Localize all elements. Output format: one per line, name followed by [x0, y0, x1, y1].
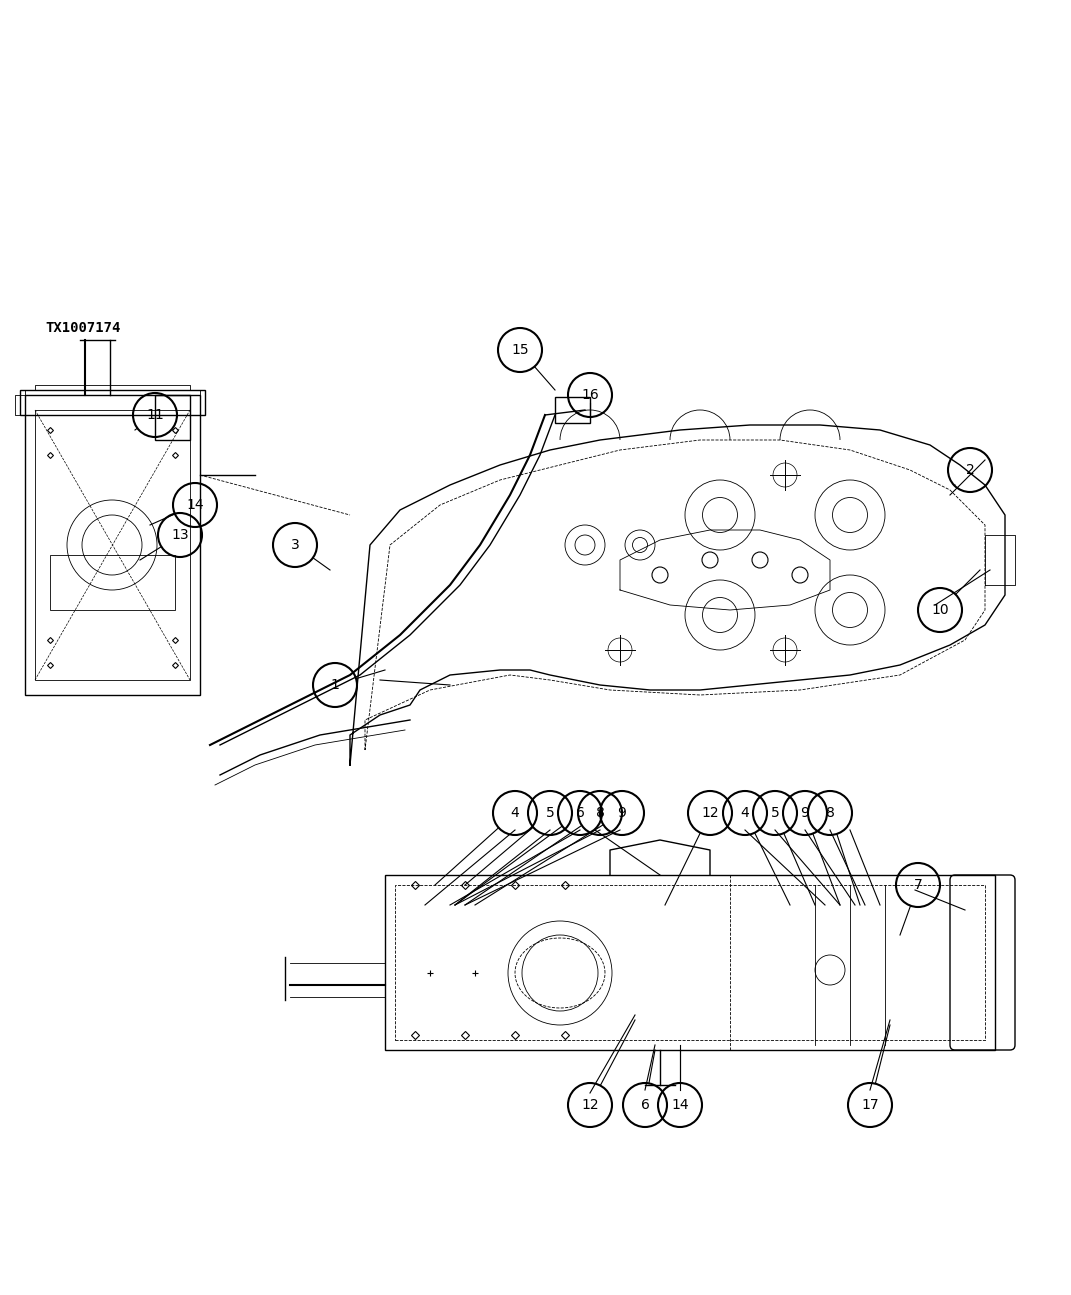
Text: 16: 16	[582, 388, 599, 401]
Text: 6: 6	[575, 805, 585, 820]
Text: 10: 10	[931, 603, 949, 616]
Text: 4: 4	[511, 805, 519, 820]
Bar	[555, 398, 590, 423]
Text: 5: 5	[545, 805, 555, 820]
Text: 4: 4	[741, 805, 750, 820]
Text: 12: 12	[702, 805, 719, 820]
Bar	[20, 390, 205, 414]
Text: 12: 12	[582, 1098, 599, 1112]
Text: 2: 2	[966, 464, 975, 477]
Text: TX1007174: TX1007174	[45, 321, 120, 335]
Bar	[155, 395, 190, 440]
Bar	[35, 411, 190, 680]
Text: 8: 8	[826, 805, 834, 820]
Text: 3: 3	[290, 537, 300, 552]
Bar	[50, 556, 175, 610]
Text: 7: 7	[914, 878, 922, 892]
Text: 14: 14	[672, 1098, 689, 1112]
Text: 9: 9	[800, 805, 810, 820]
Bar	[395, 884, 985, 1040]
Text: 6: 6	[640, 1098, 649, 1112]
Text: 5: 5	[771, 805, 780, 820]
Text: 17: 17	[861, 1098, 879, 1112]
Text: 11: 11	[146, 408, 164, 422]
Text: 1: 1	[331, 679, 340, 692]
Text: 9: 9	[618, 805, 627, 820]
Bar	[384, 875, 995, 1050]
Text: 13: 13	[171, 528, 188, 543]
Text: 8: 8	[595, 805, 604, 820]
Text: 15: 15	[511, 343, 529, 357]
Text: 14: 14	[186, 499, 203, 512]
Bar	[25, 395, 200, 695]
